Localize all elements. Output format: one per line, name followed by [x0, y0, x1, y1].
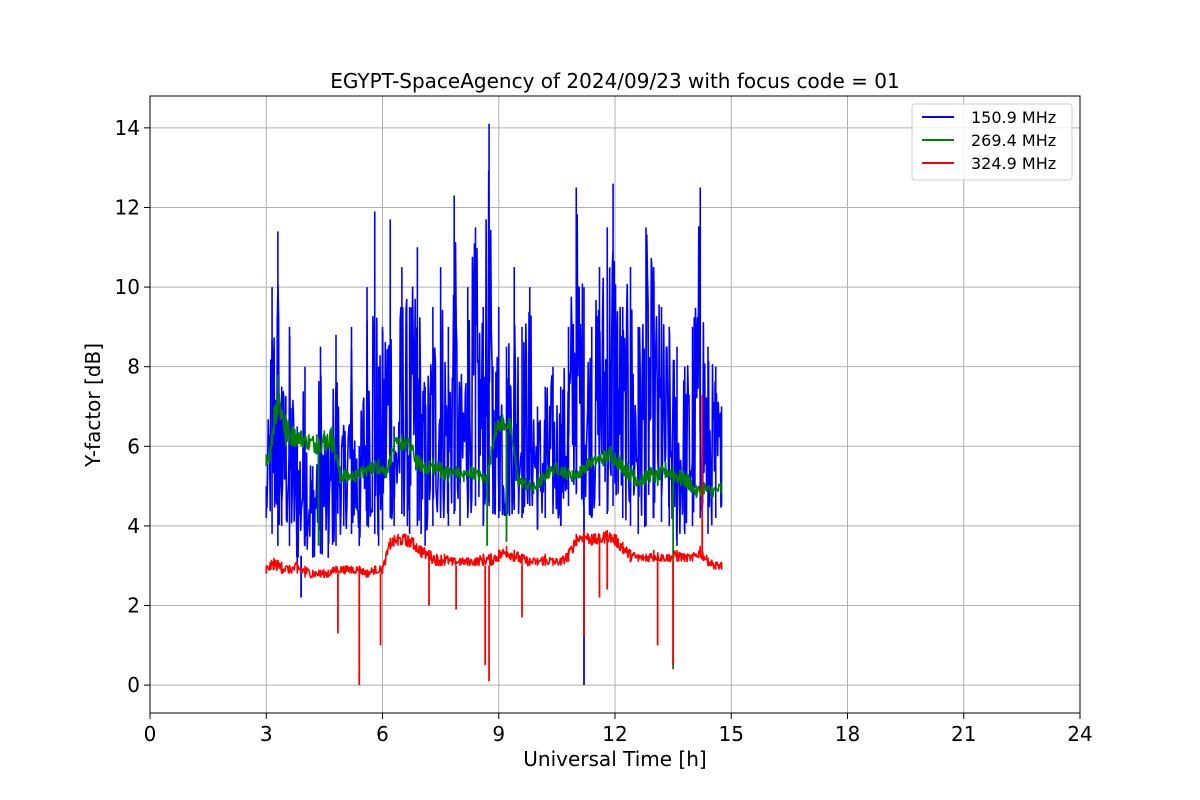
- legend-label-series-2: 269.4 MHz: [971, 131, 1056, 150]
- x-tick-label: 3: [260, 722, 273, 746]
- series-line: [265, 393, 723, 499]
- x-tick-label: 9: [492, 722, 505, 746]
- y-tick-label: 6: [127, 434, 140, 458]
- y-tick-label: 14: [115, 116, 140, 140]
- y-tick-label: 4: [127, 514, 140, 538]
- legend-label-series-3: 324.9 MHz: [971, 154, 1056, 173]
- x-axis-label: Universal Time [h]: [523, 747, 706, 771]
- y-axis-label: Y-factor [dB]: [81, 343, 105, 468]
- series-layer: [265, 123, 723, 686]
- x-tick-label: 21: [951, 722, 976, 746]
- y-tick-label: 8: [127, 355, 140, 379]
- series-3: [265, 394, 723, 686]
- legend-label-series-1: 150.9 MHz: [971, 108, 1056, 127]
- x-tick-label: 18: [835, 722, 860, 746]
- y-tick-label: 0: [127, 673, 140, 697]
- x-tick-label: 15: [719, 722, 744, 746]
- legend: 150.9 MHz 269.4 MHz 324.9 MHz: [911, 103, 1073, 181]
- x-tick-label: 12: [602, 722, 627, 746]
- chart-title: EGYPT-SpaceAgency of 2024/09/23 with foc…: [330, 69, 899, 93]
- y-tick-label: 12: [115, 195, 140, 219]
- y-tick-label: 2: [127, 594, 140, 618]
- series-1: [265, 123, 723, 686]
- x-tick-label: 0: [144, 722, 157, 746]
- x-tick-label: 6: [376, 722, 389, 746]
- y-tick-label: 10: [115, 275, 140, 299]
- series-2: [265, 374, 723, 670]
- legend-box: [911, 103, 1073, 181]
- x-tick-label: 24: [1067, 722, 1092, 746]
